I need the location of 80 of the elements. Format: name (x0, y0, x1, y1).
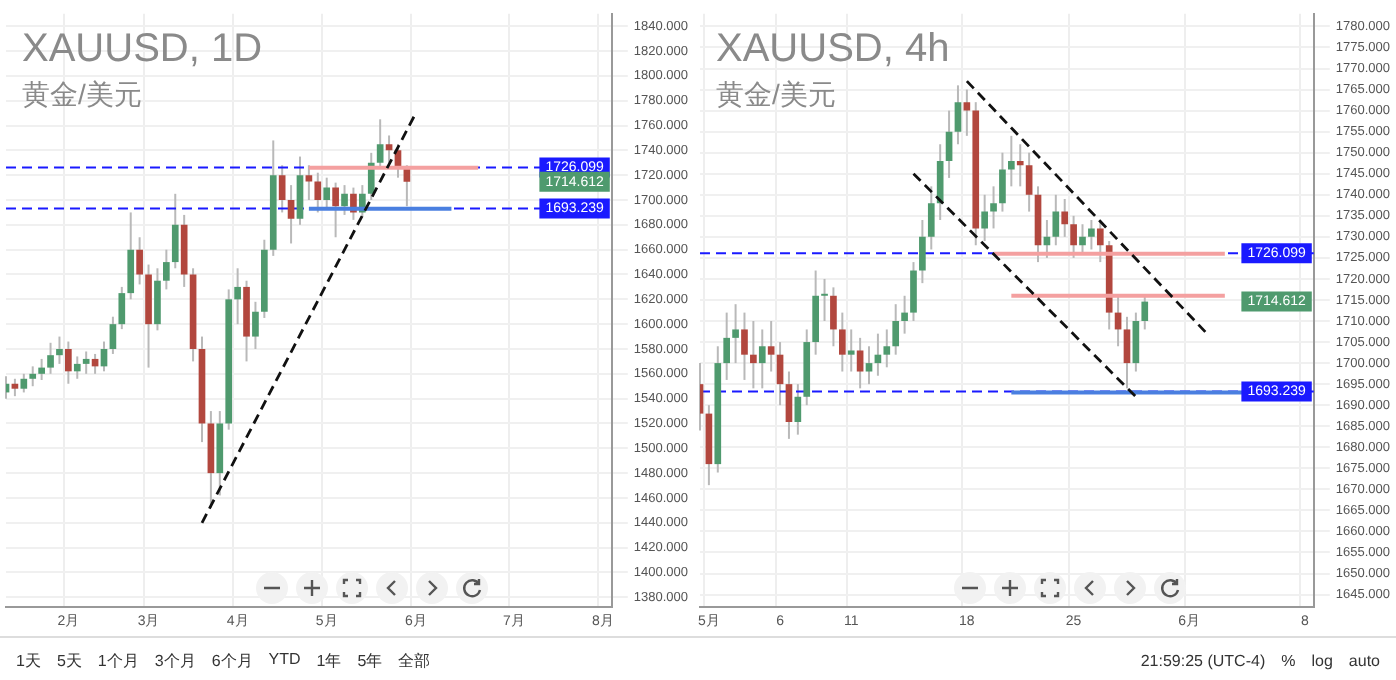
text: 3个月 (154, 649, 196, 671)
candlestick (29, 365, 37, 388)
candlestick (741, 311, 748, 381)
candlestick (234, 267, 241, 326)
candlestick (127, 211, 135, 301)
candlestick (830, 286, 837, 348)
candlestick (758, 328, 766, 390)
candlestick (118, 285, 126, 331)
candlestick (963, 88, 971, 137)
text: auto (1348, 651, 1380, 669)
candlestick (919, 219, 926, 285)
candlestick (1088, 219, 1095, 251)
candlestick (821, 277, 828, 323)
candlestick (865, 345, 873, 386)
candlestick (999, 151, 1006, 213)
chart-title: XAUUSD, 4h (716, 26, 950, 71)
candlestick (892, 303, 900, 356)
text: 1天 (16, 649, 41, 671)
candlestick (767, 320, 775, 373)
candlestick (171, 192, 179, 270)
text: % (1281, 651, 1296, 669)
candlestick (812, 269, 819, 356)
candlestick (838, 311, 846, 373)
candlestick (82, 350, 90, 375)
candlestick (38, 357, 45, 382)
text: 21:59:25 (UTC-4) (1140, 651, 1266, 669)
candlestick (47, 341, 54, 375)
chart-title: XAUUSD, 1D (22, 26, 263, 71)
candlestick (990, 185, 997, 230)
candlestick (109, 315, 117, 355)
candlestick (856, 336, 864, 390)
candlestick (1141, 294, 1149, 331)
candlestick (883, 328, 891, 369)
candlestick (1132, 311, 1140, 373)
candlestick (1070, 214, 1077, 259)
candlestick (1008, 134, 1015, 188)
candlestick (154, 267, 161, 332)
candlestick (163, 248, 170, 291)
text: 5年 (357, 649, 383, 671)
text: YTD (268, 649, 301, 671)
text: 5天 (56, 649, 82, 671)
text: 6个月 (211, 649, 253, 671)
candlestick (332, 181, 339, 239)
candlestick (954, 84, 962, 146)
text: 黄金/美元 (22, 77, 142, 110)
candlestick (936, 143, 944, 222)
candlestick (847, 328, 855, 373)
text: 1个月 (97, 649, 139, 671)
candlestick (278, 164, 286, 214)
candlestick (723, 311, 731, 381)
candlestick (252, 300, 259, 350)
candlestick (323, 176, 331, 211)
candlestick (732, 303, 739, 365)
candlestick (1025, 151, 1033, 213)
candlestick (20, 372, 28, 394)
candlestick (1016, 143, 1024, 188)
text: 黄金/美元 (716, 77, 836, 110)
candlestick (1052, 193, 1060, 247)
candlestick (981, 193, 988, 243)
candlestick (341, 184, 348, 216)
candlestick (927, 185, 935, 251)
candlestick (901, 294, 908, 335)
candlestick (910, 261, 917, 323)
candlestick (750, 320, 757, 390)
text: 1年 (316, 649, 342, 671)
text: 全部 (398, 649, 431, 671)
candlestick (287, 184, 295, 245)
candlestick (73, 355, 81, 380)
candlestick (314, 171, 322, 214)
candlestick (65, 340, 72, 385)
candlestick (785, 370, 793, 440)
candlestick (376, 118, 384, 170)
candlestick (1079, 223, 1086, 255)
candlestick (136, 236, 143, 286)
candlestick (1061, 197, 1069, 238)
candlestick (1096, 219, 1104, 264)
text: log (1311, 651, 1333, 669)
candlestick (56, 335, 63, 365)
candlestick (296, 155, 304, 226)
candlestick (1123, 315, 1131, 390)
